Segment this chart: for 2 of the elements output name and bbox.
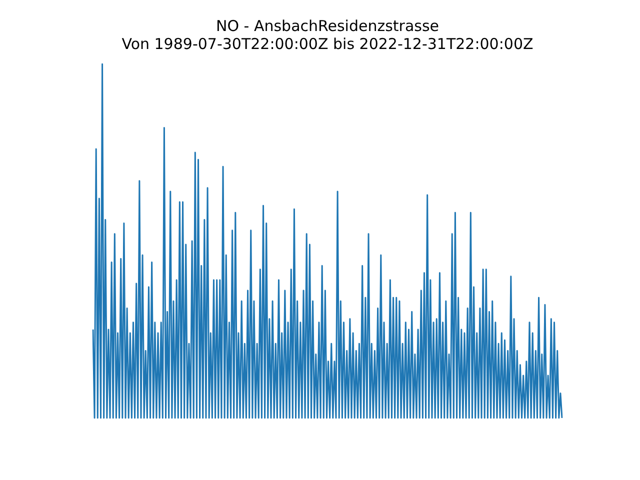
chart-subtitle: Von 1989-07-30T22:00:00Z bis 2022-12-31T22:00:00Z (122, 34, 534, 53)
chart-title: NO - AnsbachResidenzstrasse (216, 16, 440, 35)
